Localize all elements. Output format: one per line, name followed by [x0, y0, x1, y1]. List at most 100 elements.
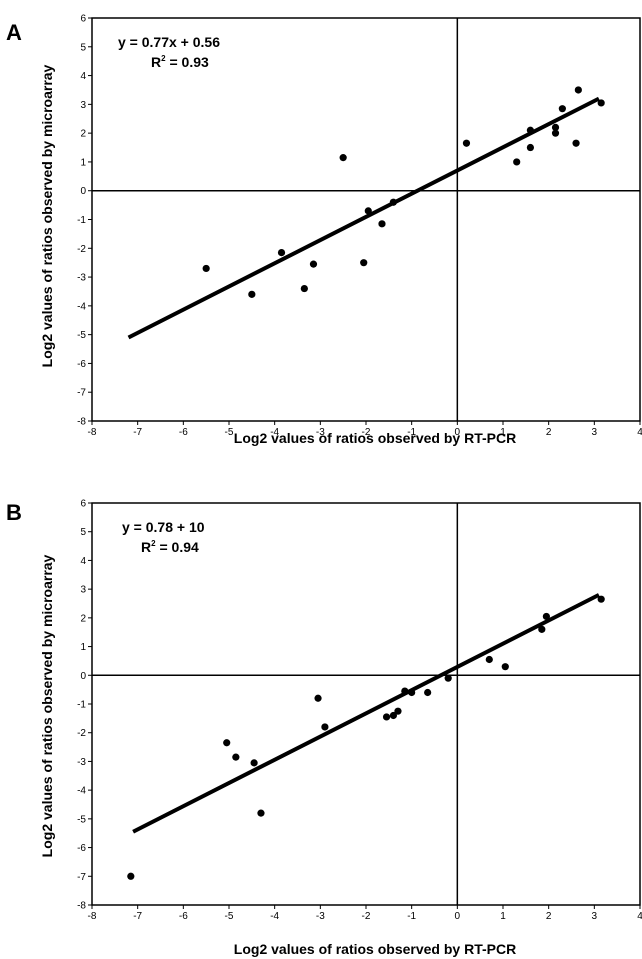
panel-a-data-point: [462, 139, 471, 147]
panel-b-x-tick-label: 2: [546, 911, 552, 922]
panel-b-y-tick-label: -2: [77, 728, 86, 739]
panel-b-y-tick-label: 6: [80, 499, 86, 510]
panel-b-data-point: [538, 625, 546, 633]
panel-b-data-point: [321, 723, 329, 731]
panel-a-y-tick-label: 2: [80, 129, 86, 140]
panel-b-data-point: [424, 688, 432, 697]
panel-a-y-tick-label: -7: [77, 388, 86, 399]
panel-a-x-tick-label: 0: [455, 427, 461, 438]
panel-a-x-tick-label: 2: [546, 427, 552, 438]
panel-a-y-tick-label: -1: [77, 215, 86, 226]
panel-a-y-tick-label: -2: [77, 244, 86, 255]
panel-b-x-tick-label: -4: [270, 911, 279, 922]
panel-b-data-point: [257, 809, 265, 817]
panel-a-r-squared: R2 = 0.93: [151, 54, 209, 70]
panel-b-y-tick-label: -4: [77, 786, 86, 797]
panel-b-regression-line: [132, 593, 600, 834]
panel-b-data-point: [382, 713, 391, 721]
panel-a-x-tick-label: 3: [592, 427, 598, 438]
panel-a-y-tick-label: 4: [80, 71, 86, 82]
panel-b-x-tick-label: -6: [179, 911, 188, 922]
panel-b-x-tick-label: 1: [500, 911, 506, 922]
panel-a-data-point: [339, 154, 347, 162]
panel-a-y-tick-label: -5: [77, 330, 86, 341]
panel-a-data-point: [513, 158, 521, 166]
panel-a-data-point: [248, 290, 256, 298]
panel-b-data-point: [444, 674, 452, 682]
panel-a-y-tick-label: 5: [80, 42, 86, 53]
panel-a-data-point: [551, 123, 560, 131]
panel-a-y-tick-label: -8: [77, 417, 86, 428]
panel-a-data-point: [526, 143, 535, 152]
panel-b: B -8 -7 -6 -5 -4 -3 -2 -1 0 1 2 3 4 -8 -7 -6 -5 -4 -3 -2 -1 0…: [6, 499, 642, 958]
panel-b-data-point: [597, 595, 605, 603]
panel-a-y-tick-label: 6: [80, 14, 86, 25]
panel-b-x-tick-label: 3: [592, 911, 598, 922]
panel-a-x-tick-label: 4: [637, 427, 642, 438]
panel-b-r-squared-exponent: 2: [151, 539, 156, 548]
panel-a-x-tick-label: 1: [500, 427, 506, 438]
panel-b-data-point: [314, 694, 322, 702]
panel-a-plot-frame: [91, 17, 641, 422]
panel-b-y-tick-label: 0: [80, 671, 86, 682]
panel-b-y-tick-label: -6: [77, 843, 86, 854]
panel-b-y-tick-label: 2: [80, 613, 86, 624]
panel-a-data-point: [364, 207, 372, 215]
panel-b-label: B: [6, 500, 22, 525]
panel-b-data-point: [250, 759, 258, 767]
panel-a-data-point: [277, 249, 286, 257]
panel-b-x-tick-label: -8: [88, 911, 97, 922]
panel-b-x-axis-title: Log2 values of ratios observed by RT-PCR: [234, 941, 516, 957]
panel-b-data-point: [127, 872, 135, 880]
panel-a-data-point: [309, 260, 318, 268]
panel-a-x-tick-label: -8: [88, 427, 97, 438]
panel-a-r-squared-prefix: R: [151, 54, 161, 70]
panel-a-x-tick-label: -3: [316, 427, 325, 438]
panel-b-x-tick-label: 0: [455, 911, 461, 922]
panel-b-data-point: [394, 707, 402, 715]
panel-a-x-tick-label: -2: [362, 427, 371, 438]
panel-b-y-tick-label: 4: [80, 556, 86, 567]
panel-b-data-point: [389, 711, 397, 720]
panel-a-y-tick-label: -6: [77, 359, 86, 370]
panel-a-data-point: [378, 220, 386, 228]
panel-a-equation: y = 0.77x + 0.56: [118, 34, 220, 50]
panel-b-y-axis-title: Log2 values of ratios observed by microa…: [39, 554, 55, 857]
panel-a-data-point: [597, 99, 605, 107]
panel-a-y-tick-label: -3: [77, 273, 86, 284]
panel-a-y-tick-label: -4: [77, 301, 86, 312]
panel-b-x-tick-label: 4: [637, 911, 642, 922]
panel-a-plot: -8 -7 -6 -5 -4 -3 -2 -1 0 1 2 3 4 -8 -7 -6 -5 -4 -3 -2 -1 0 1 2…: [77, 14, 642, 439]
panel-b-data-point: [485, 655, 493, 664]
panel-b-plot: -8 -7 -6 -5 -4 -3 -2 -1 0 1 2 3 4 -8 -7 -6 -5 -4 -3 -2 -1 0 1 2…: [77, 499, 642, 923]
panel-a-data-point: [551, 129, 560, 137]
panel-a-x-axis-title: Log2 values of ratios observed by RT-PCR: [234, 430, 516, 446]
panel-a-label: A: [6, 20, 22, 45]
panel-a-x-tick-label: -6: [179, 427, 188, 438]
panel-b-x-tick-label: -1: [407, 911, 416, 922]
panel-a-regression-line: [127, 96, 600, 340]
panel-b-y-tick-label: -3: [77, 757, 86, 768]
panel-b-plot-frame: [91, 502, 641, 906]
panel-a-data-point: [526, 126, 535, 134]
panel-b-r-squared-value: = 0.94: [156, 539, 199, 555]
panel-b-x-tick-label: -5: [225, 911, 234, 922]
panel-b-y-tick-label: -8: [77, 901, 86, 912]
panel-a: A -8 -7 -6 -5 -4 -3 -2 -1 0 1 2 3 4 -8 -7 -6 -5 -4 -3 -2 -1 0…: [6, 14, 642, 447]
panel-b-data-point: [542, 612, 550, 621]
panel-b-y-tick-label: 3: [80, 585, 86, 596]
panel-a-x-tick-label: -4: [270, 427, 279, 438]
panel-b-y-tick-label: 5: [80, 527, 86, 538]
panel-a-y-axis-title: Log2 values of ratios observed by microa…: [39, 64, 55, 367]
panel-b-data-point: [401, 687, 409, 695]
panel-b-x-tick-label: -7: [133, 911, 142, 922]
panel-a-y-tick-label: 0: [80, 186, 86, 197]
panel-a-data-point: [389, 198, 397, 206]
panel-b-data-point: [501, 663, 509, 671]
panel-a-r-squared-value: = 0.93: [166, 54, 209, 70]
panel-b-data-point: [408, 688, 416, 697]
panel-b-r-squared: R2 = 0.94: [141, 539, 199, 555]
panel-b-y-tick-label: -1: [77, 700, 86, 711]
panel-a-x-tick-label: -7: [133, 427, 142, 438]
panel-b-data-point: [223, 739, 231, 747]
